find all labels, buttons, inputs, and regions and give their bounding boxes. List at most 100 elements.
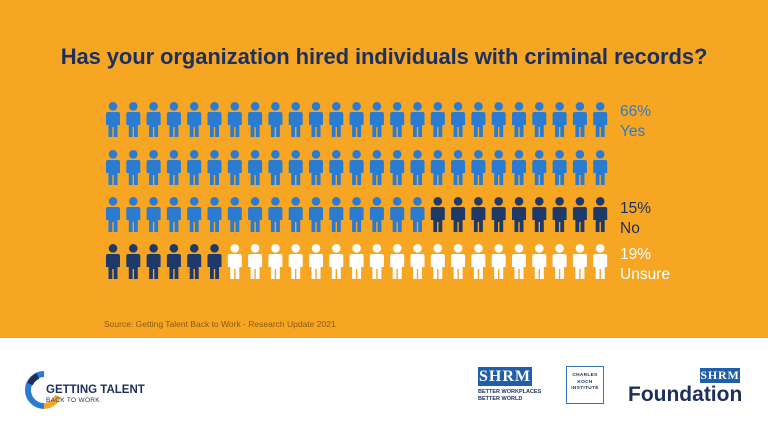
person-icon-unsure (390, 244, 405, 279)
person-icon-yes (146, 102, 161, 137)
person-icon-unsure (268, 244, 283, 279)
person-icon-yes (572, 102, 587, 137)
person-icon-yes (166, 102, 181, 137)
shrm-logo: SHRM (478, 367, 532, 386)
person-icon-yes (410, 102, 425, 137)
person-icon-yes (268, 150, 283, 185)
getting-talent-subtitle: BACK TO WORK (46, 397, 100, 404)
person-icon-yes (390, 150, 405, 185)
getting-talent-logo-icon (25, 371, 61, 409)
person-icon-yes (268, 102, 283, 137)
ck-line1: CHARLES (572, 373, 598, 378)
person-icon-no (532, 197, 547, 232)
ck-line3: INSTITUTE (571, 386, 599, 391)
legend-no-label: No (620, 220, 640, 237)
person-icon-no (187, 244, 202, 279)
person-icon-no (430, 197, 445, 232)
person-icon-no (471, 197, 486, 232)
shrm-tagline-line2: BETTER WORLD (478, 395, 523, 402)
person-icon-yes (349, 150, 364, 185)
person-icon-unsure (227, 244, 242, 279)
person-icon-yes (349, 197, 364, 232)
person-icon-yes (106, 150, 120, 185)
person-icon-yes (491, 150, 506, 185)
person-icon-yes (126, 102, 141, 137)
legend-unsure-percent: 19% (620, 246, 652, 263)
ck-line2: KOCH (577, 379, 593, 385)
person-icon-yes (390, 102, 405, 137)
person-icon-yes (532, 150, 547, 185)
person-icon-no (126, 244, 141, 279)
person-icon-yes (451, 150, 466, 185)
person-icon-yes (207, 102, 222, 137)
person-icon-unsure (451, 244, 466, 279)
legend-unsure-label: Unsure (620, 266, 670, 283)
person-icon-no (166, 244, 181, 279)
person-icon-no (106, 244, 120, 279)
person-icon-no (207, 244, 222, 279)
person-icon-yes (309, 150, 323, 185)
person-icon-yes (227, 102, 242, 137)
shrm-tagline: BETTER WORKPLACES BETTER WORLD (478, 389, 548, 402)
person-icon-unsure (552, 244, 567, 279)
person-icon-yes (227, 150, 242, 185)
person-icon-yes (369, 197, 384, 232)
charles-koch-institute-logo: CHARLES KOCH INSTITUTE (566, 366, 604, 404)
person-icon-yes (491, 102, 506, 137)
person-icon-yes (410, 197, 425, 232)
person-icon-yes (512, 150, 526, 185)
person-icon-yes (471, 150, 486, 185)
person-icon-unsure (329, 244, 344, 279)
person-icon-yes (309, 197, 323, 232)
person-icon-yes (309, 102, 323, 137)
person-icon-unsure (512, 244, 526, 279)
legend-no-percent: 15% (620, 200, 652, 217)
person-icon-yes (390, 197, 405, 232)
person-icon-yes (288, 197, 303, 232)
person-icon-yes (146, 150, 161, 185)
legend-yes-label: Yes (620, 123, 646, 140)
person-icon-unsure (309, 244, 323, 279)
person-icon-yes (146, 197, 161, 232)
person-icon-unsure (532, 244, 547, 279)
person-icon-yes (268, 197, 283, 232)
person-icon-yes (187, 102, 202, 137)
person-icon-yes (248, 102, 263, 137)
person-icon-unsure (248, 244, 263, 279)
person-icon-unsure (288, 244, 303, 279)
person-icon-unsure (430, 244, 445, 279)
person-icon-yes (532, 102, 547, 137)
person-icon-no (146, 244, 161, 279)
person-icon-no (451, 197, 466, 232)
person-icon-yes (410, 150, 425, 185)
person-icon-yes (187, 197, 202, 232)
person-icon-yes (593, 102, 608, 137)
person-icon-yes (471, 102, 486, 137)
person-icon-yes (207, 197, 222, 232)
person-icon-yes (288, 102, 303, 137)
person-icon-unsure (410, 244, 425, 279)
person-icon-no (593, 197, 608, 232)
person-icon-yes (227, 197, 242, 232)
person-icon-yes (166, 197, 181, 232)
person-icon-yes (329, 102, 344, 137)
person-icon-unsure (369, 244, 384, 279)
person-icon-no (552, 197, 567, 232)
person-icon-yes (593, 150, 608, 185)
legend-yes-percent: 66% (620, 103, 652, 120)
person-icon-yes (552, 102, 567, 137)
person-icon-yes (288, 150, 303, 185)
person-icon-yes (512, 102, 526, 137)
foundation-wordmark: Foundation (628, 383, 743, 406)
footer (0, 338, 768, 432)
person-icon-yes (248, 150, 263, 185)
person-icon-yes (187, 150, 202, 185)
getting-talent-title: GETTING TALENT (46, 384, 145, 396)
person-icon-yes (126, 197, 141, 232)
person-icon-unsure (491, 244, 506, 279)
person-icon-yes (248, 197, 263, 232)
legend-unsure: 19% Unsure (620, 245, 670, 285)
person-icon-no (491, 197, 506, 232)
person-icon-yes (207, 150, 222, 185)
person-icon-yes (329, 150, 344, 185)
